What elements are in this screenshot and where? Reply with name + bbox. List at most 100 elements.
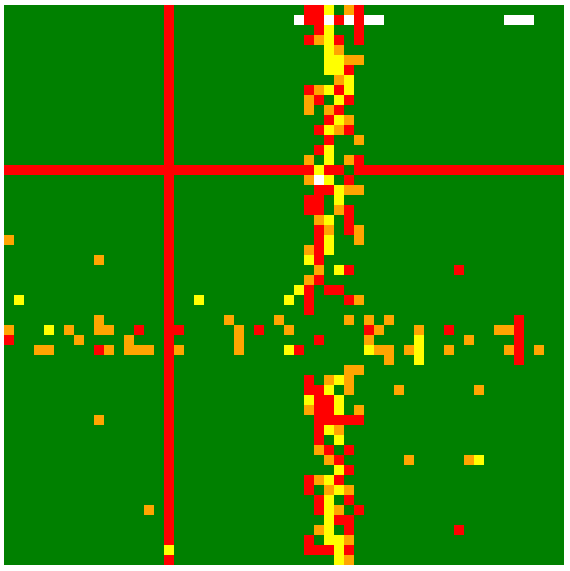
cell (164, 85, 174, 95)
cell (444, 45, 454, 55)
cell (154, 535, 164, 545)
cell (324, 195, 334, 205)
cell (484, 455, 494, 465)
cell (54, 375, 64, 385)
cell (194, 105, 204, 115)
cell (424, 265, 434, 275)
cell (184, 495, 194, 505)
cell (554, 545, 564, 555)
cell (234, 245, 244, 255)
cell (254, 435, 264, 445)
cell (544, 85, 554, 95)
cell (134, 345, 144, 355)
cell (494, 295, 504, 305)
cell (224, 335, 234, 345)
cell (74, 455, 84, 465)
cell (104, 215, 114, 225)
cell (14, 175, 24, 185)
cell (354, 185, 364, 195)
cell (324, 65, 334, 75)
cell (374, 215, 384, 225)
cell (274, 315, 284, 325)
cell (114, 545, 124, 555)
cell (184, 385, 194, 395)
cell (354, 395, 364, 405)
cell (394, 165, 404, 175)
cell (154, 135, 164, 145)
cell (294, 315, 304, 325)
cell (184, 185, 194, 195)
cell (204, 465, 214, 475)
cell (84, 135, 94, 145)
cell (504, 555, 514, 565)
cell (474, 405, 484, 415)
cell (374, 535, 384, 545)
cell (164, 505, 174, 515)
cell (174, 15, 184, 25)
cell (124, 555, 134, 565)
cell (194, 455, 204, 465)
cell (404, 485, 414, 495)
cell (524, 525, 534, 535)
cell (544, 385, 554, 395)
cell (164, 245, 174, 255)
cell (84, 35, 94, 45)
cell (514, 375, 524, 385)
cell (294, 335, 304, 345)
cell (84, 495, 94, 505)
cell (54, 5, 64, 15)
cell (534, 475, 544, 485)
cell (434, 525, 444, 535)
cell (164, 305, 174, 315)
cell (494, 315, 504, 325)
cell (544, 395, 554, 405)
cell (224, 135, 234, 145)
cell (424, 535, 434, 545)
cell (164, 135, 174, 145)
cell (24, 225, 34, 235)
cell (354, 245, 364, 255)
cell (24, 95, 34, 105)
cell (84, 195, 94, 205)
cell (44, 555, 54, 565)
cell (384, 185, 394, 195)
cell (74, 505, 84, 515)
cell (4, 335, 14, 345)
cell (134, 405, 144, 415)
cell (374, 45, 384, 55)
cell (274, 275, 284, 285)
cell (204, 425, 214, 435)
cell (194, 215, 204, 225)
cell (4, 435, 14, 445)
cell (304, 345, 314, 355)
cell (444, 355, 454, 365)
cell (44, 85, 54, 95)
cell (134, 395, 144, 405)
cell (144, 405, 154, 415)
cell (494, 75, 504, 85)
cell (114, 205, 124, 215)
cell (444, 475, 454, 485)
cell (434, 315, 444, 325)
cell (374, 495, 384, 505)
cell (94, 85, 104, 95)
cell (334, 385, 344, 395)
cell (264, 525, 274, 535)
cell (394, 195, 404, 205)
cell (494, 105, 504, 115)
cell (444, 415, 454, 425)
cell (134, 465, 144, 475)
cell (464, 25, 474, 35)
cell (44, 165, 54, 175)
cell (414, 165, 424, 175)
cell (414, 455, 424, 465)
cell (104, 535, 114, 545)
cell (524, 195, 534, 205)
cell (454, 175, 464, 185)
cell (464, 325, 474, 335)
cell (384, 535, 394, 545)
cell (414, 185, 424, 195)
cell (64, 125, 74, 135)
cell (284, 455, 294, 465)
cell (4, 5, 14, 15)
